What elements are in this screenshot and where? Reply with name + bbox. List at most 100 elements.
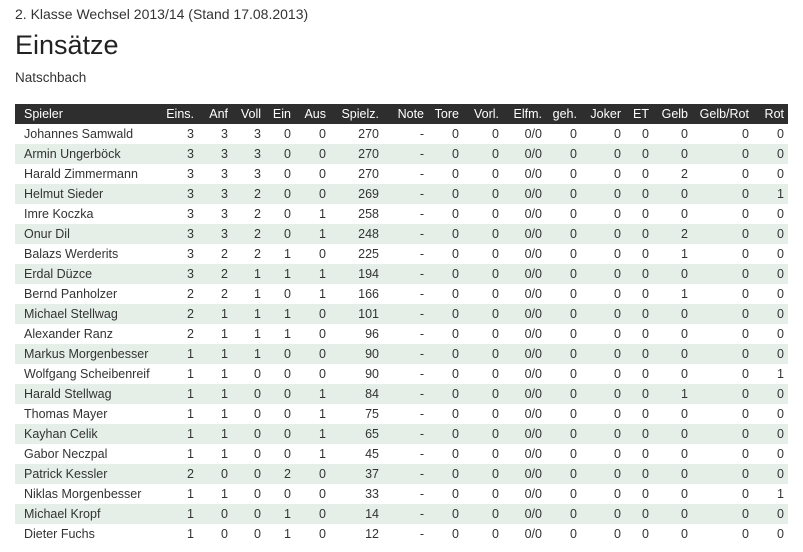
stat-cell: - <box>383 344 428 364</box>
stat-cell: - <box>383 224 428 244</box>
stat-cell: 0/0 <box>524 327 542 341</box>
stat-cell: 194 <box>330 264 383 284</box>
stat-cell: 0/0 <box>503 224 546 244</box>
column-header: Gelb/Rot <box>692 104 753 124</box>
stat-cell: 0 <box>777 167 784 181</box>
stat-cell: 0 <box>742 207 749 221</box>
stat-cell: 0 <box>254 407 261 421</box>
stat-cell: 0 <box>653 144 692 164</box>
stat-cell: 0 <box>570 407 577 421</box>
stat-cell: 2 <box>198 264 232 284</box>
stat-cell: 0 <box>753 464 788 484</box>
stat-cell: 0/0 <box>524 287 542 301</box>
stat-cell: 1 <box>319 287 326 301</box>
player-row: Bernd Panholzer 2 2 1 0 1 166 - 0 0 0/0 0 0 0 1 0 0 <box>15 284 788 304</box>
stat-cell: 0 <box>570 527 577 541</box>
stat-cell: 0 <box>653 184 692 204</box>
stat-cell: 0 <box>581 424 625 444</box>
stat-cell: 0 <box>625 264 653 284</box>
stat-cell: 0 <box>581 344 625 364</box>
stat-cell: 0 <box>463 424 503 444</box>
player-name: Harald Zimmermann <box>24 167 138 181</box>
stat-cell: 0 <box>452 527 459 541</box>
stat-cell: 0 <box>265 344 295 364</box>
player-row: Harald Zimmermann 3 3 3 0 0 270 - 0 0 0/0 0 0 0 2 0 0 <box>15 164 788 184</box>
stat-cell: 0 <box>742 407 749 421</box>
stat-cell: 0 <box>570 287 577 301</box>
stat-cell: 33 <box>365 487 379 501</box>
player-row: Dieter Fuchs 1 0 0 1 0 12 - 0 0 0/0 0 0 0 0 0 0 <box>15 524 788 544</box>
stat-cell: 96 <box>365 327 379 341</box>
stat-cell: 1 <box>265 264 295 284</box>
stat-cell: 0 <box>295 184 330 204</box>
stat-cell: - <box>419 247 424 261</box>
stat-cell: 1 <box>265 504 295 524</box>
stat-cell: 0 <box>319 167 326 181</box>
stat-cell: 0 <box>198 464 232 484</box>
stat-cell: 0 <box>742 487 749 501</box>
stat-cell: 1 <box>653 384 692 404</box>
player-row: Gabor Neczpal 1 1 0 0 1 45 - 0 0 0/0 0 0 0 0 0 0 <box>15 444 788 464</box>
stat-cell: 1 <box>254 327 261 341</box>
player-name: Kayhan Celik <box>15 424 160 444</box>
stat-cell: 0 <box>452 167 459 181</box>
stat-cell: 0 <box>777 527 784 541</box>
stat-cell: 1 <box>284 527 291 541</box>
stat-cell: 0 <box>742 127 749 141</box>
stat-cell: 2 <box>254 247 261 261</box>
stat-cell: 0 <box>614 527 621 541</box>
stat-cell: 0/0 <box>524 207 542 221</box>
stat-cell: 0 <box>692 304 753 324</box>
stat-cell: 0 <box>742 327 749 341</box>
stat-cell: 0 <box>753 384 788 404</box>
stat-cell: 1 <box>232 304 265 324</box>
stat-cell: 1 <box>232 264 265 284</box>
stat-cell: 0 <box>614 167 621 181</box>
stat-cell: 0/0 <box>524 447 542 461</box>
stat-cell: 0 <box>642 127 649 141</box>
stat-cell: 0/0 <box>503 424 546 444</box>
stats-table: Spieler Eins. Anf Voll Ein Aus Spielz. Note Tore… <box>15 104 788 544</box>
stat-cell: 90 <box>330 344 383 364</box>
stat-cell: 0 <box>546 384 581 404</box>
stat-cell: 0 <box>777 287 784 301</box>
stat-cell: - <box>419 167 424 181</box>
player-row: Kayhan Celik 1 1 0 0 1 65-0 0 0/0 0 0 0 0 0 0 <box>15 424 788 444</box>
column-header: Gelb <box>653 104 692 124</box>
player-name: Johannes Samwald <box>24 127 134 141</box>
stat-cell: 0 <box>319 487 326 501</box>
player-row: Patrick Kessler 2 0 0 2 0 37-0 0 0/0 0 0 0 0 0 0 <box>15 464 788 484</box>
stat-cell: 0 <box>492 327 499 341</box>
stat-cell: 0 <box>319 327 326 341</box>
stat-cell: 101 <box>330 304 383 324</box>
stat-cell: - <box>383 184 428 204</box>
stat-cell: 0 <box>653 464 692 484</box>
stat-cell: 0 <box>642 167 649 181</box>
stat-cell: - <box>383 464 428 484</box>
column-header: Voll <box>232 104 265 124</box>
stat-cell: 0 <box>254 487 261 501</box>
stat-cell: 1 <box>198 424 232 444</box>
stat-cell: 0 <box>692 464 753 484</box>
stat-cell: 0/0 <box>503 264 546 284</box>
stat-cell: 0 <box>232 424 265 444</box>
stat-cell: 2 <box>254 207 261 221</box>
stat-cell: 3 <box>221 207 228 221</box>
column-header: Rot <box>753 104 788 124</box>
stat-cell: - <box>419 287 424 301</box>
stat-cell: - <box>383 384 428 404</box>
stat-cell: - <box>383 264 428 284</box>
stat-cell: 0 <box>570 367 577 381</box>
stat-cell: 0 <box>428 144 463 164</box>
player-name: Helmut Sieder <box>15 184 160 204</box>
stat-cell: - <box>419 487 424 501</box>
stat-cell: 0 <box>614 127 621 141</box>
stat-cell: 2 <box>160 304 198 324</box>
stat-cell: 2 <box>221 287 228 301</box>
stat-cell: 0 <box>614 447 621 461</box>
stat-cell: 0/0 <box>524 527 542 541</box>
stat-cell: 0 <box>753 264 788 284</box>
stat-cell: 0 <box>742 367 749 381</box>
player-row: Johannes Samwald 3 3 3 0 0 270 - 0 0 0/0 0 0 0 0 0 0 <box>15 124 788 144</box>
stat-cell: 0 <box>614 367 621 381</box>
